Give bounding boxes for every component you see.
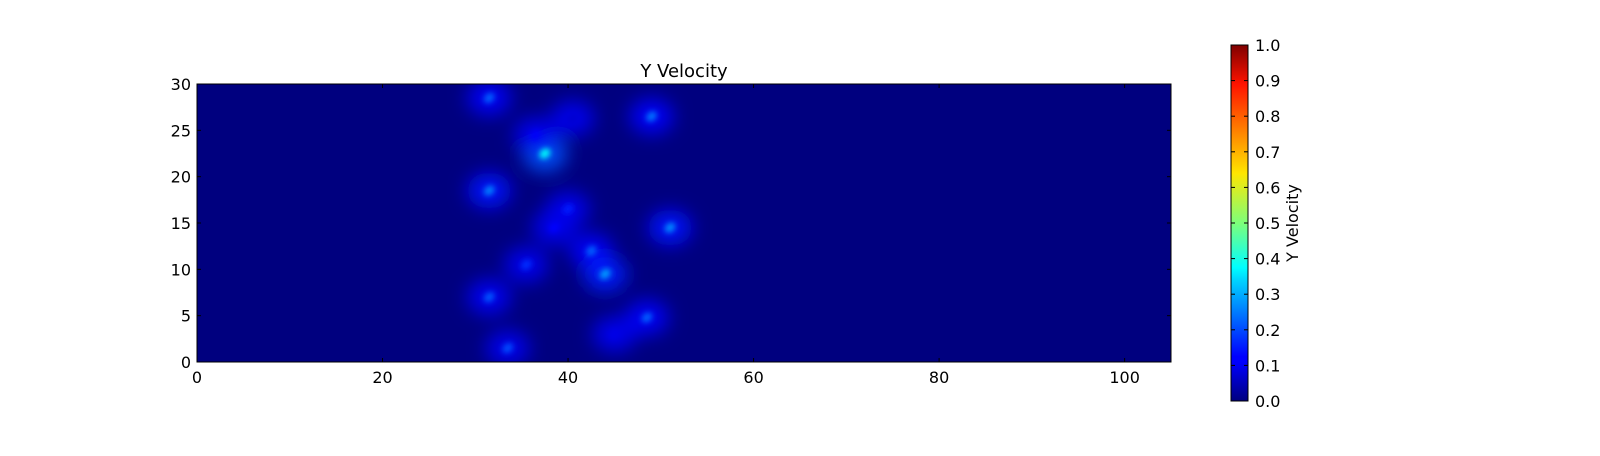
heatmap-hotspot — [530, 129, 542, 141]
heatmap-hotspot — [502, 342, 514, 354]
y-tick-label: 15 — [171, 214, 191, 233]
colorbar-tick-label: 0.4 — [1255, 250, 1280, 269]
heatmap-core-layer — [483, 92, 676, 354]
heatmap-hotspot — [599, 268, 611, 280]
heatmap-hotspot — [585, 245, 597, 256]
y-tick-label: 20 — [171, 168, 191, 187]
heatmap-hotspot — [483, 291, 495, 303]
y-tick-label: 0 — [181, 353, 191, 372]
heatmap-hotspot — [664, 222, 676, 233]
colorbar-tick-label: 0.3 — [1255, 285, 1280, 304]
colorbar-tick-label: 0.8 — [1255, 107, 1280, 126]
colorbar-tick-label: 0.1 — [1255, 356, 1280, 375]
y-tick-label: 25 — [171, 121, 191, 140]
colorbar-label: Y Velocity — [1283, 184, 1302, 263]
chart-title: Y Velocity — [639, 61, 728, 82]
x-tick-label: 60 — [743, 368, 763, 387]
plot-area — [197, 84, 1171, 362]
heatmap-hotspot — [483, 185, 495, 196]
x-tick-label: 80 — [929, 368, 949, 387]
heatmap-hotspot — [567, 113, 579, 124]
y-tick-label: 30 — [171, 75, 191, 94]
heatmap-hotspot — [641, 312, 653, 323]
colorbar: 0.0 0.1 0.2 0.3 0.4 0.5 0.6 0.7 0.8 0.9 1.0 Y Velo… — [1230, 36, 1302, 411]
heatmap-hotspot — [646, 111, 657, 122]
y-tick-label: 5 — [181, 307, 191, 326]
x-axis: 0 20 40 60 80 100 — [192, 84, 1140, 387]
x-tick-label: 100 — [1109, 368, 1140, 387]
colorbar-tick-label: 1.0 — [1255, 36, 1280, 55]
y-axis: 0 5 10 15 20 25 30 — [171, 75, 1171, 372]
x-tick-label: 20 — [372, 368, 392, 387]
y-tick-label: 10 — [171, 260, 191, 279]
colorbar-tick-label: 0.9 — [1255, 72, 1280, 91]
heatmap-hotspot — [520, 259, 532, 270]
heatmap-glow-layer — [467, 84, 693, 362]
colorbar-tick-label: 0.0 — [1255, 392, 1280, 411]
colorbar-tick-label: 0.5 — [1255, 214, 1280, 233]
heatmap-hotspot — [562, 203, 574, 215]
heatmap-hotspot — [483, 92, 495, 104]
colorbar-tick-label: 0.7 — [1255, 143, 1280, 162]
x-tick-label: 40 — [558, 368, 578, 387]
colorbar-ticks: 0.0 0.1 0.2 0.3 0.4 0.5 0.6 0.7 0.8 0.9 1.0 — [1231, 36, 1280, 411]
heatmap-hotspot — [548, 222, 560, 233]
colorbar-tick-label: 0.6 — [1255, 178, 1280, 197]
heatmap-hotspot — [608, 329, 620, 340]
colorbar-tick-label: 0.2 — [1255, 321, 1280, 340]
x-tick-label: 0 — [192, 368, 202, 387]
heatmap-hotspot — [539, 148, 551, 159]
